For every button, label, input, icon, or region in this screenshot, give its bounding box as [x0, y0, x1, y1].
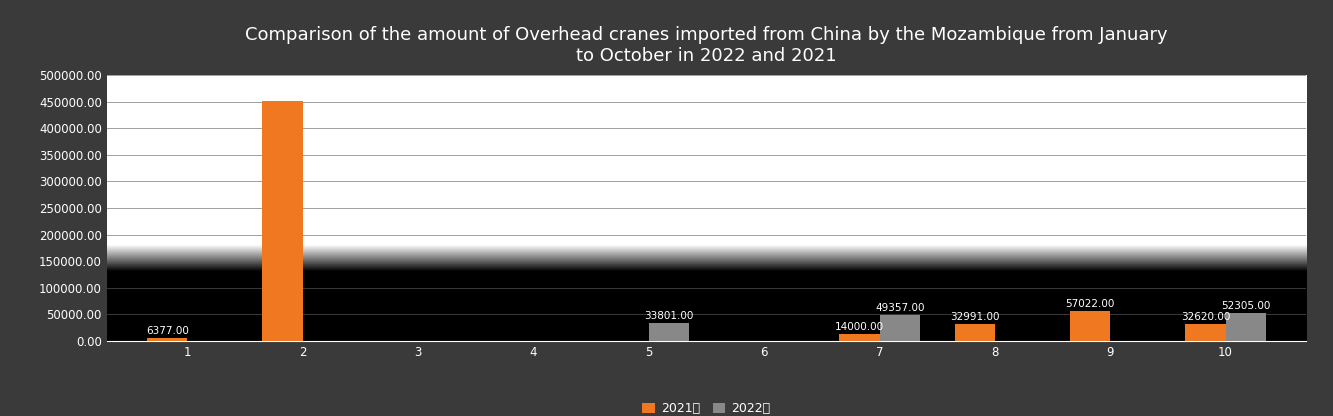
Bar — [1225, 313, 1266, 341]
Bar — [840, 334, 880, 341]
Text: 32991.00: 32991.00 — [950, 312, 1000, 322]
Legend: 2021年, 2022年: 2021年, 2022年 — [637, 397, 776, 416]
Bar — [263, 101, 303, 341]
Bar — [880, 315, 920, 341]
Title: Comparison of the amount of Overhead cranes imported from China by the Mozambiqu: Comparison of the amount of Overhead cra… — [245, 26, 1168, 65]
Bar — [954, 324, 994, 341]
Text: 49357.00: 49357.00 — [874, 303, 925, 313]
Bar — [147, 338, 188, 341]
Text: 57022.00: 57022.00 — [1065, 299, 1114, 309]
Text: 52305.00: 52305.00 — [1221, 302, 1270, 312]
Text: 6377.00: 6377.00 — [145, 326, 189, 336]
Text: 14000.00: 14000.00 — [834, 322, 884, 332]
Bar — [1185, 324, 1225, 341]
Text: 450643.00: 450643.00 — [255, 89, 311, 99]
Text: 33801.00: 33801.00 — [644, 311, 693, 321]
Bar — [649, 323, 689, 341]
Text: 32620.00: 32620.00 — [1181, 312, 1230, 322]
Bar — [1070, 311, 1110, 341]
